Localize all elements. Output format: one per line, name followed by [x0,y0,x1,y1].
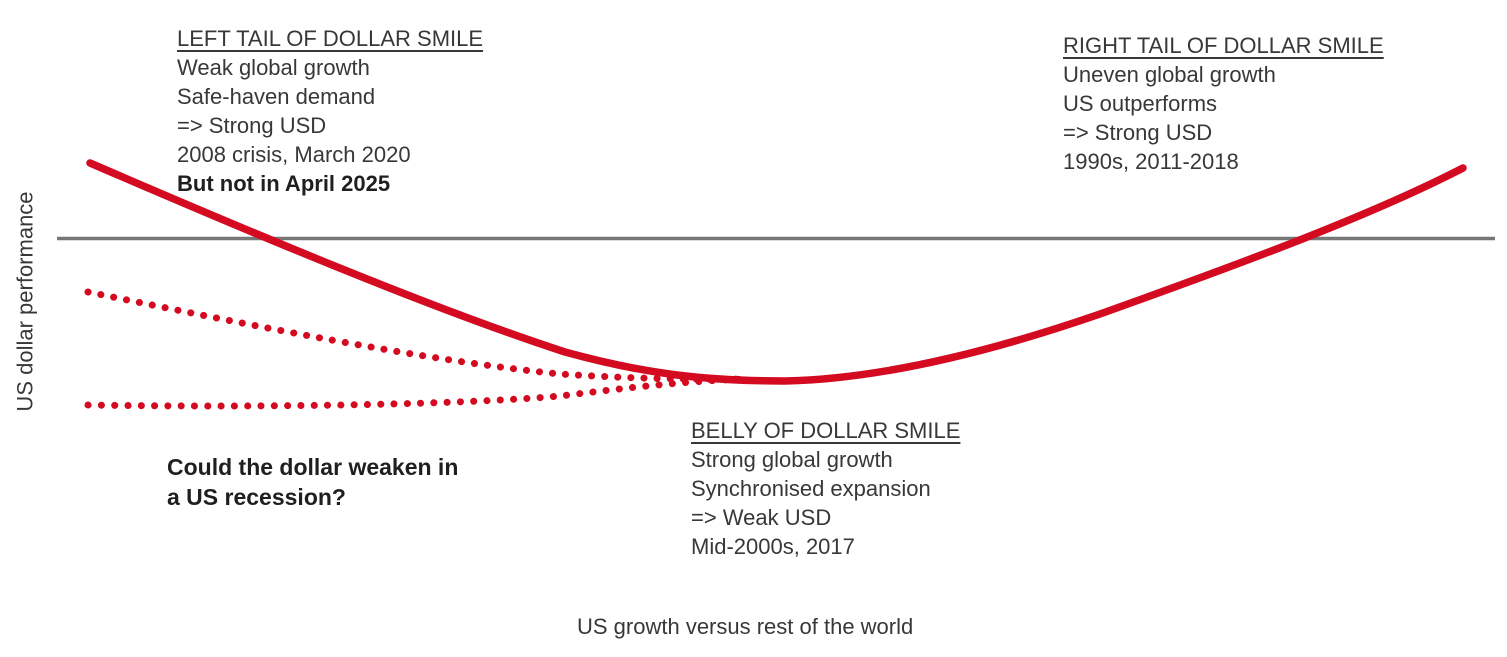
right-tail-annotation: RIGHT TAIL OF DOLLAR SMILE Uneven global… [1063,31,1384,176]
left-tail-annotation: LEFT TAIL OF DOLLAR SMILE Weak global gr… [177,24,483,198]
dotted-scenario-lower-curve [84,375,752,410]
recession-question-line: a US recession? [167,484,346,510]
recession-question-annotation: Could the dollar weaken in a US recessio… [167,452,458,512]
belly-line: Strong global growth [691,447,893,472]
belly-title: BELLY OF DOLLAR SMILE [691,418,961,443]
right-tail-line: Uneven global growth [1063,62,1276,87]
belly-line: Mid-2000s, 2017 [691,534,855,559]
left-tail-line: Weak global growth [177,55,370,80]
belly-annotation: BELLY OF DOLLAR SMILE Strong global grow… [691,416,960,561]
right-tail-line: US outperforms [1063,91,1218,116]
recession-question-line: Could the dollar weaken in [167,454,459,480]
x-axis-label: US growth versus rest of the world [577,614,914,639]
y-axis-label: US dollar performance [12,191,38,412]
left-tail-line: => Strong USD [177,113,327,138]
left-tail-line: 2008 crisis, March 2020 [177,142,411,167]
dollar-smile-curve [86,159,1467,385]
right-tail-line: 1990s, 2011-2018 [1063,149,1239,174]
belly-line: => Weak USD [691,505,832,530]
left-tail-emphasis-line: But not in April 2025 [177,171,391,196]
dotted-scenario-upper-curve [84,288,749,383]
right-tail-title: RIGHT TAIL OF DOLLAR SMILE [1063,33,1384,58]
belly-line: Synchronised expansion [691,476,931,501]
right-tail-line: => Strong USD [1063,120,1213,145]
left-tail-line: Safe-haven demand [177,84,376,109]
left-tail-title: LEFT TAIL OF DOLLAR SMILE [177,26,484,51]
